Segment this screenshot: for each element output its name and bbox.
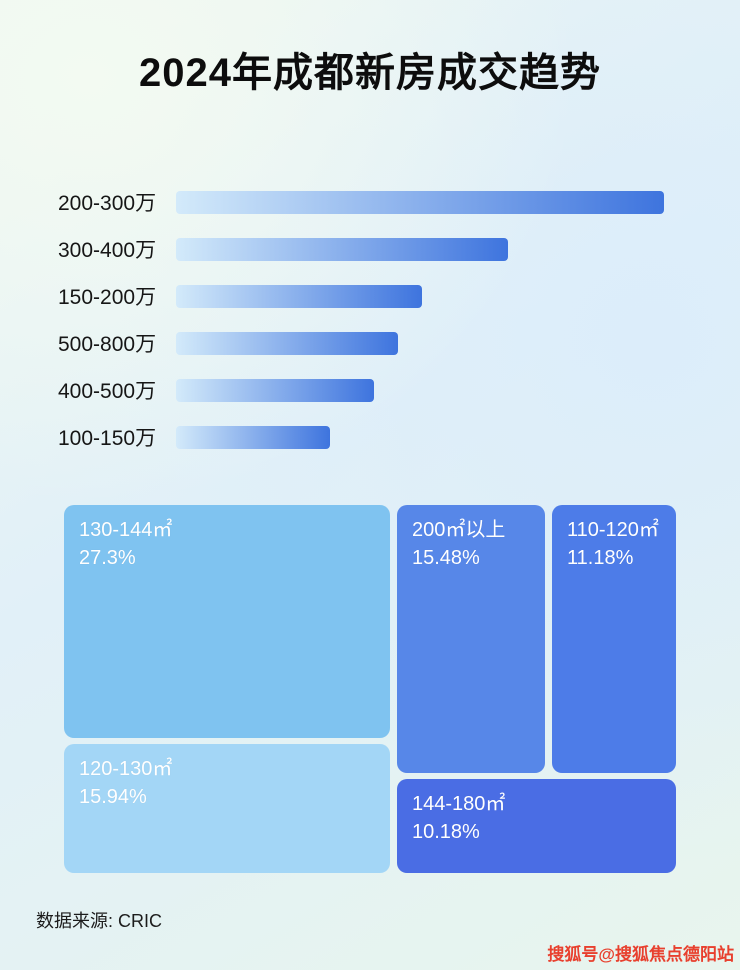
- bar-label: 100-150万: [58, 427, 157, 450]
- bar-track: [176, 425, 664, 449]
- data-source-note: 数据来源: CRIC: [36, 911, 162, 931]
- block-value: 15.48%: [412, 547, 480, 569]
- block-value: 10.18%: [412, 821, 480, 843]
- block-value: 15.94%: [79, 786, 147, 808]
- block-label: 200㎡以上: [412, 519, 506, 541]
- treemap-block-130-144: 130-144㎡ 27.3%: [64, 505, 390, 738]
- bar: [176, 190, 664, 214]
- bar-track: [176, 284, 664, 308]
- treemap-block-120-130: 120-130㎡ 15.94%: [64, 744, 390, 873]
- block-label: 144-180㎡: [412, 793, 506, 815]
- floor-area-treemap: 130-144㎡ 27.3% 120-130㎡ 15.94% 200㎡以上 15…: [64, 505, 676, 873]
- bar-row: 400-500万: [58, 378, 740, 403]
- bar-label: 150-200万: [58, 286, 157, 309]
- bar-row: 100-150万: [58, 425, 740, 450]
- block-label: 110-120㎡: [567, 519, 659, 541]
- bar-track: [176, 378, 664, 402]
- bar-label: 300-400万: [58, 239, 157, 262]
- block-value: 11.18%: [567, 547, 634, 569]
- bar: [176, 237, 508, 261]
- bar-row: 200-300万: [58, 190, 740, 215]
- price-range-bar-chart: 200-300万 300-400万 150-200万 500-800万 400-…: [0, 190, 740, 450]
- bar-track: [176, 331, 664, 355]
- page-title: 2024年成都新房成交趋势: [139, 51, 601, 95]
- bar-row: 500-800万: [58, 331, 740, 356]
- treemap-block-110-120: 110-120㎡ 11.18%: [552, 505, 676, 773]
- treemap-block-200-plus: 200㎡以上 15.48%: [397, 505, 545, 773]
- bar: [176, 331, 398, 355]
- watermark: 搜狐号@搜狐焦点德阳站: [547, 945, 734, 964]
- block-label: 130-144㎡: [79, 519, 173, 541]
- bar-label: 400-500万: [58, 380, 157, 403]
- block-label: 120-130㎡: [79, 758, 173, 780]
- bar-label: 200-300万: [58, 192, 157, 215]
- bar-label: 500-800万: [58, 333, 157, 356]
- bar-row: 150-200万: [58, 284, 740, 309]
- bar-track: [176, 237, 664, 261]
- bar: [176, 425, 330, 449]
- bar: [176, 284, 423, 308]
- bar: [176, 378, 375, 402]
- bar-track: [176, 190, 664, 214]
- bar-row: 300-400万: [58, 237, 740, 262]
- block-value: 27.3%: [79, 547, 136, 569]
- treemap-block-144-180: 144-180㎡ 10.18%: [397, 779, 676, 873]
